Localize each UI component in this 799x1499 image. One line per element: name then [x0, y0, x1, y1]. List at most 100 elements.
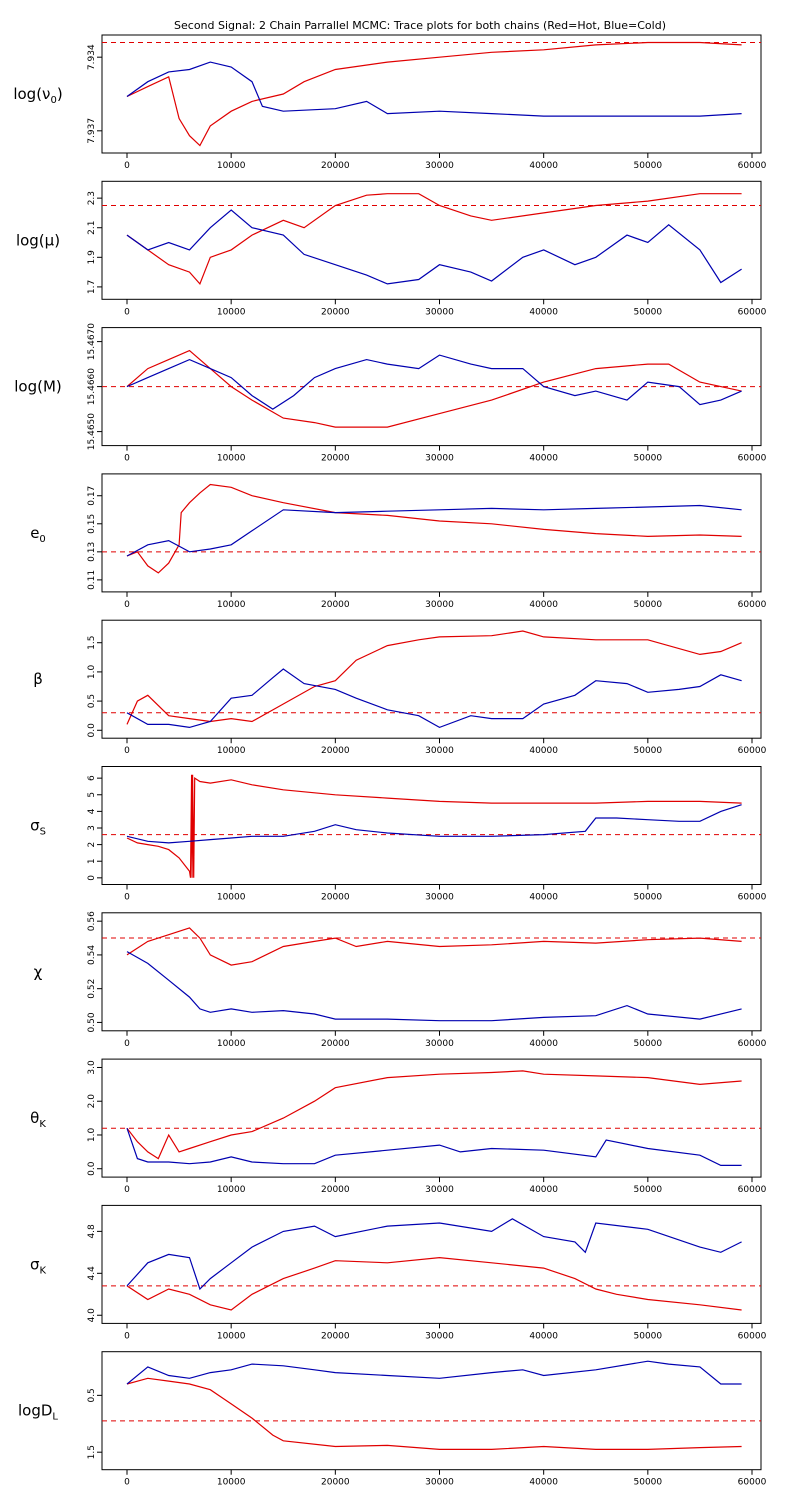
x-tick-label: 30000 [425, 600, 454, 610]
y-axis-label: log(ν0) [13, 85, 62, 106]
hot-chain-trace [126, 483, 742, 574]
hot-chain-trace [126, 1377, 742, 1451]
y-axis-label-main: e [30, 524, 39, 542]
y-tick-label: 2.0 [87, 1094, 97, 1109]
y-tick-label: 0.52 [87, 979, 97, 999]
y-axis-label-main: log(M) [14, 378, 62, 396]
y-axis-label: e0 [30, 524, 46, 545]
plot-frame [101, 180, 762, 300]
y-tick-label: 0.5 [87, 1388, 97, 1402]
y-axis-label: σK [30, 1255, 47, 1276]
y-axis-label-end: ) [57, 85, 63, 103]
y-tick-label: 0.13 [87, 542, 97, 562]
x-tick-label: 20000 [321, 1478, 350, 1488]
cold-chain-trace [126, 504, 742, 557]
y-axis-label: log(M) [14, 378, 62, 396]
plot-frame [101, 1204, 762, 1324]
cold-chain-trace [126, 668, 742, 729]
x-tick-label: 20000 [321, 1039, 350, 1049]
x-tick-label: 0 [124, 600, 130, 610]
x-tick-label: 60000 [738, 161, 767, 171]
y-tick-label: 3 [87, 825, 97, 831]
hot-chain-trace [126, 774, 742, 878]
y-axis-label: logDL [18, 1402, 58, 1423]
x-tick-label: 40000 [529, 600, 558, 610]
y-axis-label: σS [30, 817, 46, 838]
cold-chain-trace [126, 1128, 742, 1167]
x-tick-label: 0 [124, 161, 130, 171]
x-tick-label: 30000 [425, 893, 454, 903]
x-tick-label: 40000 [529, 1331, 558, 1341]
x-tick-label: 50000 [634, 600, 663, 610]
x-tick-label: 0 [124, 307, 130, 317]
y-tick-label: 0.5 [87, 694, 97, 708]
y-tick-label: 1.5 [87, 1445, 97, 1459]
y-tick-label: 15.4650 [87, 413, 97, 450]
x-tick-label: 20000 [321, 1331, 350, 1341]
hot-chain-trace [126, 1070, 742, 1160]
x-tick-label: 50000 [634, 454, 663, 464]
y-tick-label: 7.937 [87, 118, 97, 144]
x-tick-label: 50000 [634, 746, 663, 756]
trace-panel: e00.110.130.150.170 10000 20000 30000 40000 5… [30, 473, 767, 610]
x-tick-label: 10000 [217, 893, 246, 903]
x-tick-label: 30000 [425, 161, 454, 171]
y-tick-label: 4.4 [87, 1266, 97, 1281]
x-tick-label: 10000 [217, 1039, 246, 1049]
x-tick-label: 0 [124, 454, 130, 464]
x-tick-label: 0 [124, 1039, 130, 1049]
y-axis-label-subscript: S [40, 827, 46, 838]
cold-chain-trace [126, 1360, 742, 1385]
x-tick-label: 30000 [425, 307, 454, 317]
y-tick-label: 6 [87, 775, 97, 781]
x-tick-label: 0 [124, 1331, 130, 1341]
x-tick-label: 50000 [634, 1039, 663, 1049]
x-tick-label: 50000 [634, 307, 663, 317]
cold-chain-trace [126, 354, 742, 410]
x-tick-label: 40000 [529, 1478, 558, 1488]
y-axis-label-subscript: 0 [50, 95, 56, 106]
y-tick-label: 15.4670 [87, 323, 97, 360]
plot-frame [101, 619, 762, 739]
x-tick-label: 20000 [321, 161, 350, 171]
plot-frame [101, 1351, 762, 1471]
x-tick-label: 10000 [217, 307, 246, 317]
y-tick-label: 2.1 [87, 221, 97, 235]
trace-panel: χ 0.50 0.52 0.54 0.56 0 10000 20000 30000 40000 50… [34, 911, 767, 1049]
x-tick-label: 20000 [321, 893, 350, 903]
y-tick-label: 0.17 [87, 486, 97, 506]
y-tick-label: 0.50 [87, 1012, 97, 1032]
y-axis-label-main: log(μ) [16, 231, 60, 249]
y-tick-label: 0.56 [87, 911, 97, 931]
x-tick-label: 50000 [634, 893, 663, 903]
y-tick-label: 1.7 [87, 280, 97, 294]
y-axis-label-main: χ [34, 963, 43, 981]
x-tick-label: 50000 [634, 1478, 663, 1488]
trace-panel: σS 0 1 2 3 4 5 6 0 10000 20000 30000 40000 50000 60000 [30, 766, 767, 903]
x-tick-label: 20000 [321, 600, 350, 610]
y-axis-label-main: σ [30, 1255, 40, 1273]
x-tick-label: 10000 [217, 1331, 246, 1341]
figure-title: Second Signal: 2 Chain Parrallel MCMC: T… [174, 19, 666, 32]
y-tick-label: 1.9 [87, 250, 97, 265]
x-tick-label: 30000 [425, 746, 454, 756]
y-axis-label-main: β [33, 670, 43, 688]
cold-chain-trace [126, 209, 742, 285]
hot-chain-trace [126, 349, 742, 428]
y-axis-label: log(μ) [16, 231, 60, 249]
x-tick-label: 40000 [529, 1039, 558, 1049]
x-tick-label: 60000 [738, 1478, 767, 1488]
x-tick-label: 30000 [425, 454, 454, 464]
x-tick-label: 0 [124, 1185, 130, 1195]
y-tick-label: 0.0 [87, 723, 97, 738]
x-tick-label: 40000 [529, 1185, 558, 1195]
y-tick-label: 0.11 [87, 570, 97, 590]
y-axis-label: β [33, 670, 43, 688]
y-axis-label-subscript: K [39, 1119, 46, 1130]
x-tick-label: 30000 [425, 1039, 454, 1049]
x-tick-label: 60000 [738, 1331, 767, 1341]
hot-chain-trace [126, 193, 742, 286]
x-tick-label: 40000 [529, 307, 558, 317]
